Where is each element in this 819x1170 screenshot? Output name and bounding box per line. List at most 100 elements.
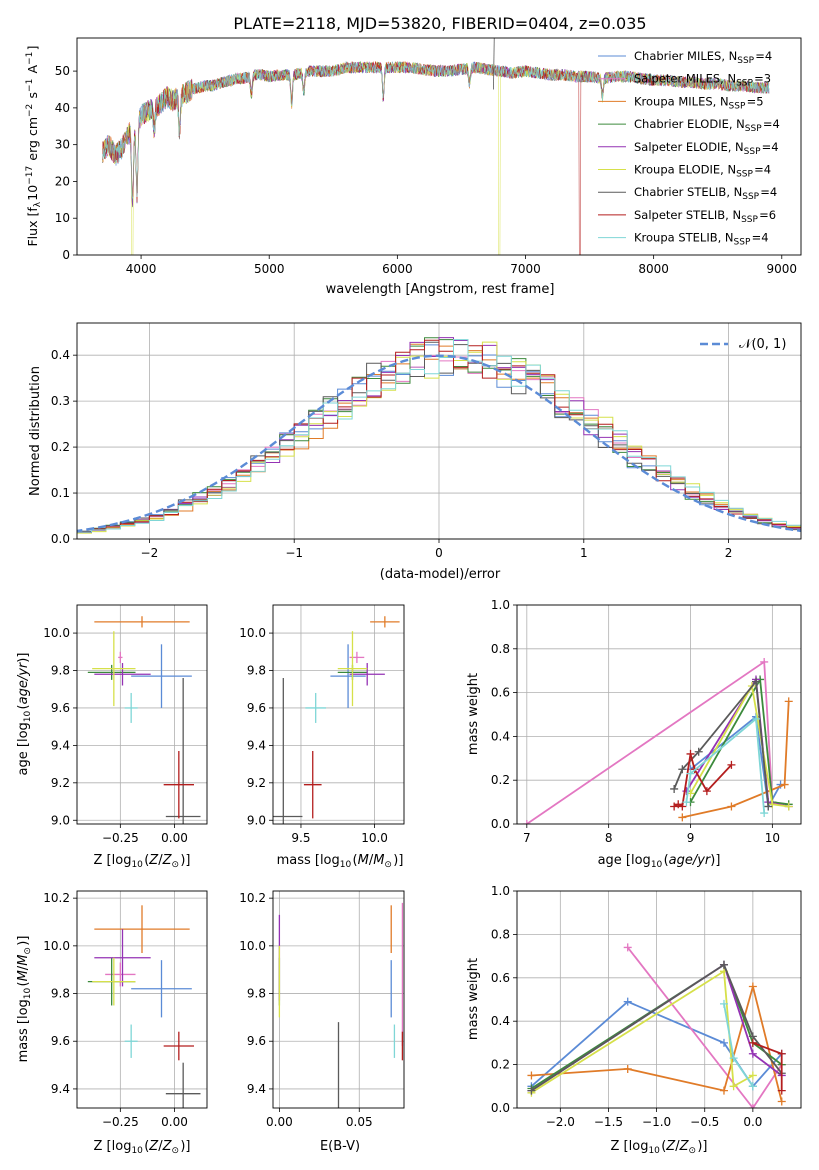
y-tick-label: 0.6 (491, 971, 510, 985)
weight-point-marker (780, 780, 789, 789)
label-part: 10 (25, 185, 40, 201)
label-part: M (373, 853, 384, 868)
y-tick-label: 20 (55, 174, 70, 188)
y-axis-label: mass weight (466, 673, 481, 755)
x-tick-label: 7000 (510, 262, 541, 276)
weight-point-marker (678, 765, 687, 774)
x-tick-label: 0.00 (161, 1115, 188, 1129)
label-part: =4 (763, 117, 780, 131)
y-tick-label: 9.2 (51, 776, 70, 790)
weight-series-line (530, 969, 754, 1094)
y-tick-label: 9.8 (51, 664, 70, 678)
label-part: −1 (25, 79, 35, 92)
weight-point-marker (623, 997, 632, 1006)
normal-reference-curve (77, 354, 801, 533)
weight-point-marker (623, 1064, 632, 1073)
label-part: =3 (754, 72, 771, 86)
weight-point-marker (768, 800, 777, 809)
label-part: )] (393, 853, 403, 868)
label-part: =6 (759, 208, 776, 222)
axes-frame (76, 890, 208, 1109)
label-part: Z (679, 1139, 690, 1154)
y-axis-label: mass weight (466, 958, 481, 1040)
y-tick-label: 9.4 (247, 1082, 266, 1096)
label-part: =4 (752, 231, 769, 245)
y-tick-label: 0.0 (491, 1101, 510, 1115)
label-part: ( (144, 1139, 149, 1154)
label-part: )] (180, 853, 190, 868)
x-axis-label: Z [log10 (Z/Z⊙ )] (94, 853, 191, 870)
label-part: Z (162, 853, 173, 868)
x-axis-label: age [log10 (age/yr)] (598, 853, 721, 870)
x-tick-label: 2 (725, 546, 733, 560)
label-part: )] (16, 936, 31, 946)
y-tick-label: 0.8 (491, 642, 510, 656)
x-axis-label: wavelength [Angstrom, rest frame] (326, 282, 555, 297)
y-tick-label: 40 (55, 101, 70, 115)
label-part: Kroupa ELODIE, N (634, 163, 736, 177)
chart-mass_weight_vs_Z: −2.0 −1.5 −1.0 −0.5 0.0 0.0 0.2 0.4 0.6 0.8 1.0 Z [… (466, 884, 802, 1156)
label-part: M (16, 970, 31, 981)
y-tick-label: 0.2 (491, 773, 510, 787)
label-part: Salpeter STELIB, N (634, 208, 741, 222)
label-part: SSP (745, 124, 762, 134)
label-part: age [log (598, 853, 651, 868)
y-tick-label: 9.2 (247, 776, 266, 790)
weight-point-marker (751, 677, 760, 686)
label-part: age/yr (669, 853, 712, 868)
y-tick-label: 9.6 (51, 701, 70, 715)
weight-point-marker (719, 1038, 728, 1047)
label-part: ⊙ (688, 1146, 696, 1156)
weight-point-marker (682, 798, 691, 807)
weight-point-marker (764, 802, 773, 811)
weight-point-marker (727, 802, 736, 811)
y-tick-label: 9.6 (247, 701, 266, 715)
weight-point-marker (777, 1086, 786, 1095)
weight-point-marker (719, 1086, 728, 1095)
label-part: 10 (131, 1146, 143, 1156)
label-part: / (158, 1139, 163, 1154)
label-part: SSP (742, 192, 759, 202)
weight-point-marker (748, 1049, 757, 1058)
label-part: A (25, 64, 40, 77)
axes-frame (272, 890, 405, 1109)
label-part: −1 (25, 52, 35, 65)
plot-area (278, 902, 404, 1108)
label-part: erg cm (25, 117, 40, 165)
y-axis-label: Flux [fλ 10−17 erg cm−2 s−1 A−1 ] (25, 45, 43, 246)
y-tick-label: 10 (55, 211, 70, 225)
label-part: =4 (755, 49, 772, 63)
plot-area (527, 943, 786, 1108)
y-tick-label: 9.4 (51, 738, 70, 752)
y-tick-label: 0.3 (51, 394, 70, 408)
y-tick-label: 10.0 (43, 626, 70, 640)
label-part: Chabrier STELIB, N (634, 185, 742, 199)
weight-point-marker (784, 802, 793, 811)
chart-spectrum: 4000 5000 6000 7000 8000 9000 0 10 20 30 40 50 Chabr… (25, 37, 802, 297)
y-tick-label: 1.0 (491, 884, 510, 898)
axes-frame (76, 322, 802, 540)
label-part: )] (16, 653, 31, 663)
label-part: ⊙ (384, 860, 392, 870)
label-part: 10 (23, 988, 33, 1000)
chart-age_vs_Z: −0.25 0.009.09.29.49.69.810.0Z [log10 (Z/… (16, 604, 208, 870)
axes-frame (76, 37, 802, 256)
y-tick-label: 0.4 (491, 729, 510, 743)
label-part: 10 (651, 860, 663, 870)
weight-point-marker (527, 1086, 536, 1095)
y-tick-label: 9.8 (247, 987, 266, 1001)
axes-frame (516, 604, 802, 825)
weight-point-marker (522, 820, 531, 824)
plot-area (87, 905, 201, 1108)
y-axis-label: Normed distribution (28, 366, 43, 496)
label-part: M (16, 955, 31, 966)
y-tick-label: 0.6 (491, 686, 510, 700)
label-part: −2 (25, 104, 35, 117)
weight-series-line (685, 717, 766, 814)
legend-entry: Salpeter MILES, NSSP =3 (634, 72, 771, 89)
y-tick-label: 9.8 (51, 987, 70, 1001)
label-part: Z [log (94, 853, 132, 868)
